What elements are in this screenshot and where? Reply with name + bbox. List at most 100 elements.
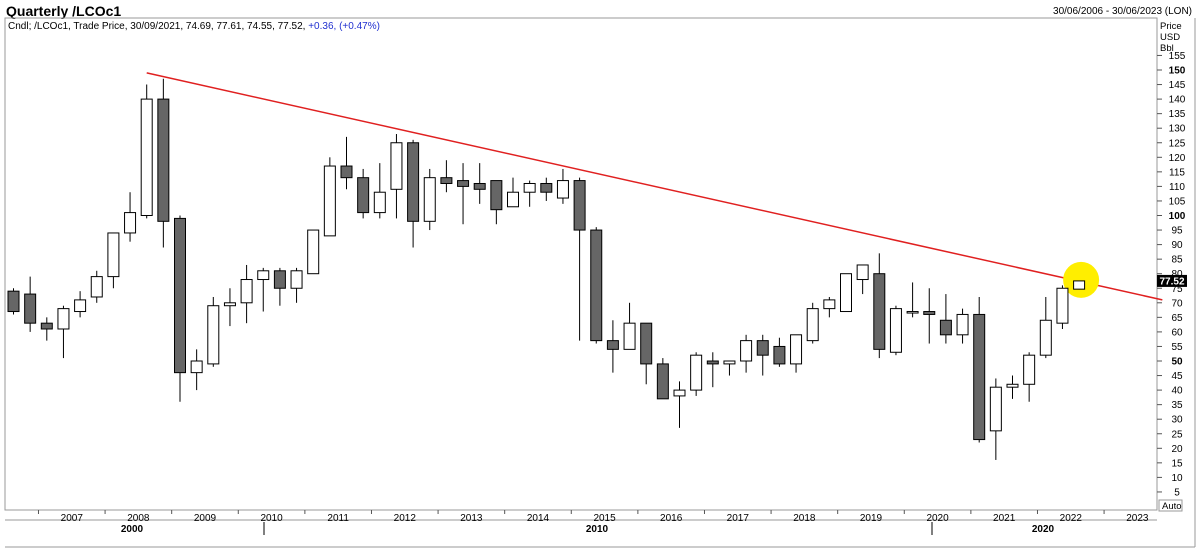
auto-scale-label[interactable]: Auto <box>1162 501 1182 512</box>
candle-body <box>556 180 569 199</box>
candle[interactable] <box>90 270 103 303</box>
candle[interactable] <box>523 180 536 207</box>
candle[interactable] <box>207 296 220 367</box>
candle-body <box>390 142 403 190</box>
candle[interactable] <box>823 296 836 318</box>
year-label: 2013 <box>460 513 483 524</box>
candle[interactable] <box>273 267 286 306</box>
candle[interactable] <box>573 177 586 341</box>
candle[interactable] <box>307 229 320 275</box>
price-tick-label: 130 <box>1169 124 1186 135</box>
year-label: 2012 <box>394 513 417 524</box>
candle-body <box>623 322 636 350</box>
candle[interactable] <box>74 291 87 318</box>
candle[interactable] <box>290 267 303 303</box>
candle[interactable] <box>989 378 1002 460</box>
candle[interactable] <box>7 288 20 315</box>
candle[interactable] <box>390 134 403 219</box>
resistance-trendline[interactable] <box>146 72 1163 301</box>
price-tick-label: 25 <box>1171 429 1183 440</box>
candle-body <box>24 293 37 324</box>
candle[interactable] <box>590 227 603 344</box>
candle[interactable] <box>706 352 719 388</box>
candle[interactable] <box>223 288 236 327</box>
candle[interactable] <box>790 334 803 373</box>
candle[interactable] <box>257 267 270 312</box>
candle[interactable] <box>457 163 470 225</box>
auto-scale-box[interactable] <box>1158 499 1183 512</box>
candle[interactable] <box>690 352 703 396</box>
candle[interactable] <box>140 84 153 219</box>
price-tick-label: 150 <box>1169 66 1186 77</box>
candle-body <box>140 98 153 216</box>
last-price-tag <box>1157 274 1187 287</box>
candle[interactable] <box>873 253 886 359</box>
candle-body <box>323 165 336 237</box>
price-tick-label: 135 <box>1169 109 1186 120</box>
candle[interactable] <box>606 320 619 373</box>
candle[interactable] <box>623 302 636 350</box>
price-tick-label: 140 <box>1169 95 1186 106</box>
candle-body <box>906 311 919 314</box>
candle[interactable] <box>640 322 653 385</box>
candle[interactable] <box>1073 280 1086 290</box>
candle[interactable] <box>157 78 170 248</box>
candle[interactable] <box>956 308 969 344</box>
candle[interactable] <box>190 349 203 391</box>
candle[interactable] <box>856 264 869 295</box>
price-tick-label: 55 <box>1171 342 1183 353</box>
candle[interactable] <box>840 273 852 313</box>
candle[interactable] <box>240 264 253 324</box>
candle[interactable] <box>1039 296 1052 359</box>
candle[interactable] <box>806 302 819 344</box>
candle[interactable] <box>906 282 919 318</box>
candle[interactable] <box>773 337 786 367</box>
candle[interactable] <box>1056 285 1069 329</box>
candle[interactable] <box>939 294 952 344</box>
candle[interactable] <box>723 360 736 376</box>
price-tick-label: 15 <box>1171 458 1183 469</box>
candle[interactable] <box>24 276 37 332</box>
candle[interactable] <box>656 358 669 400</box>
decade-label: 2020 <box>1032 524 1055 535</box>
candle[interactable] <box>673 381 686 428</box>
candle[interactable] <box>889 305 902 356</box>
candle[interactable] <box>174 215 186 402</box>
candle[interactable] <box>40 317 53 341</box>
candle-body <box>257 270 270 281</box>
candle[interactable] <box>740 334 753 373</box>
candle-body <box>207 305 220 365</box>
candle[interactable] <box>473 163 486 204</box>
candle[interactable] <box>107 232 120 289</box>
candle[interactable] <box>340 136 353 190</box>
candle[interactable] <box>540 177 553 201</box>
candle[interactable] <box>423 168 436 231</box>
candle[interactable] <box>440 160 453 193</box>
candle[interactable] <box>323 157 336 237</box>
price-tick-label: 40 <box>1171 386 1183 397</box>
candle[interactable] <box>57 305 70 359</box>
candle[interactable] <box>407 139 420 248</box>
candle[interactable] <box>507 177 519 208</box>
candle-body <box>973 313 986 441</box>
candle[interactable] <box>124 192 137 242</box>
candle[interactable] <box>973 296 986 443</box>
candle[interactable] <box>1006 375 1019 399</box>
year-label: 2011 <box>327 513 349 524</box>
price-tick-label: 120 <box>1169 153 1186 164</box>
candle-body <box>723 360 736 365</box>
candle[interactable] <box>357 168 370 219</box>
candle[interactable] <box>756 334 769 376</box>
candle[interactable] <box>556 168 569 204</box>
year-label: 2020 <box>926 513 949 524</box>
candle[interactable] <box>490 180 503 225</box>
candle-body <box>540 182 553 193</box>
candle-body <box>823 299 836 310</box>
year-label: 2017 <box>727 513 750 524</box>
candle-body <box>573 180 586 231</box>
candle[interactable] <box>373 163 386 219</box>
candle[interactable] <box>1023 352 1036 402</box>
candle-body <box>1023 354 1036 385</box>
candle[interactable] <box>923 288 936 344</box>
